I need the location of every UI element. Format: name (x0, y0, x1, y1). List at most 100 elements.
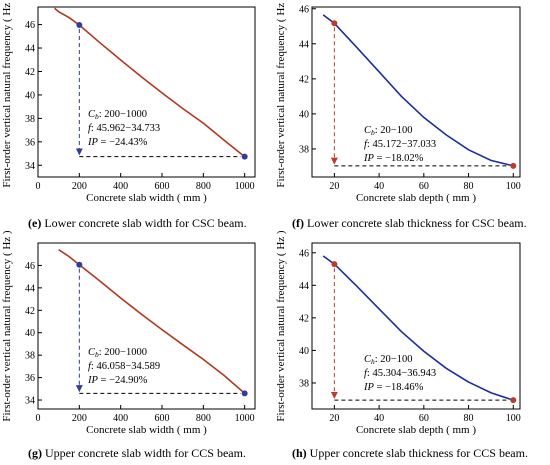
annotation-f-symbol: f (364, 368, 369, 379)
y-axis-label: First-order vertical natural frequency (… (275, 0, 287, 188)
y-tick-label: 46 (299, 248, 309, 259)
x-tick-label: 400 (113, 413, 128, 424)
y-axis-label: First-order vertical natural frequency (… (1, 230, 13, 422)
y-tick-label: 44 (299, 39, 309, 50)
annotation-f-symbol: f (88, 361, 93, 372)
y-axis-label: First-order vertical natural frequency (… (275, 230, 287, 422)
x-tick-label: 0 (36, 413, 41, 424)
series-line (322, 14, 514, 167)
y-tick-label: 40 (25, 328, 35, 339)
y-tick-label: 34 (25, 396, 35, 407)
y-tick-label: 36 (25, 137, 35, 148)
x-tick-label: 20 (329, 413, 339, 424)
annotation-range: Cb: 200−1000 (88, 347, 147, 359)
annotation-range-value: : 200−1000 (99, 347, 147, 358)
x-tick-label: 100 (506, 181, 521, 192)
annotation-range: Ch: 20−100 (364, 354, 412, 366)
x-tick-label: 40 (374, 181, 384, 192)
annotation-freq: f: 46.058−34.589 (88, 361, 160, 372)
x-axis-label: Concrete slab depth ( mm ) (356, 424, 476, 436)
annotation-ip-value: = −24.90% (98, 375, 148, 386)
x-tick-label: 800 (196, 181, 211, 192)
x-tick-label: 40 (374, 413, 384, 424)
x-tick-label: 100 (506, 413, 521, 424)
plot-frame (311, 6, 521, 178)
caption-f: (f) Lower concrete slab thickness for CS… (292, 216, 527, 230)
annotation-var: C (88, 109, 96, 120)
annotation-ip-value: = −24.43% (98, 137, 148, 148)
y-tick-label: 38 (25, 351, 35, 362)
x-tick-label: 600 (155, 413, 170, 424)
x-tick-label: 200 (72, 181, 87, 192)
plot-frame (37, 242, 256, 410)
y-tick-label: 42 (25, 306, 35, 317)
annotation-range-value: : 20−100 (375, 354, 413, 365)
y-tick-label: 40 (25, 90, 35, 101)
end-marker (241, 390, 248, 397)
annotation-sub: b (371, 128, 375, 137)
x-tick-label: 800 (196, 413, 211, 424)
x-tick-label: 200 (72, 413, 87, 424)
series-line (58, 249, 246, 395)
x-tick-label: 600 (155, 181, 170, 192)
annotation-ip: IP = −24.90% (87, 375, 148, 386)
start-marker (331, 20, 338, 27)
y-tick-label: 44 (25, 283, 35, 294)
chart-panel-0: 0 200 400 600 800 1000 34 36 38 40 42 44 46 Concrete … (1, 0, 256, 204)
x-tick-label: 80 (464, 181, 474, 192)
annotation-sub: b (95, 350, 99, 359)
y-tick-label: 38 (299, 144, 309, 155)
x-tick-label: 20 (329, 181, 339, 192)
end-marker (510, 397, 517, 404)
annotation-ip-value: = −18.46% (374, 382, 424, 393)
y-tick-label: 40 (299, 109, 309, 120)
end-marker (241, 153, 248, 160)
x-tick-label: 60 (419, 181, 429, 192)
x-tick-label: 1000 (235, 413, 255, 424)
y-tick-label: 44 (299, 281, 309, 292)
start-marker (331, 261, 338, 268)
annotation-ip-symbol: IP (87, 137, 98, 148)
caption-g: (g) Upper concrete slab width for CCS be… (28, 446, 246, 460)
annotation-f-value: : 45.304−36.943 (367, 368, 436, 379)
caption-h: (h) Upper concrete slab thickness for CC… (292, 446, 528, 460)
y-tick-label: 40 (299, 346, 309, 357)
annotation-range-value: : 20−100 (375, 125, 413, 136)
annotation-range: Cb: 20−100 (364, 125, 412, 137)
x-tick-label: 60 (419, 413, 429, 424)
annotation-range: Cb: 200−1000 (88, 109, 147, 121)
annotation-f-value: : 46.058−34.589 (91, 361, 160, 372)
y-tick-label: 42 (299, 313, 309, 324)
y-tick-label: 46 (299, 4, 309, 15)
annotation-ip: IP = −24.43% (87, 137, 148, 148)
annotation-sub: b (95, 112, 99, 121)
x-axis-label: Concrete slab width ( mm ) (86, 424, 207, 436)
caption-e: (e) Lower concrete slab width for CSC be… (28, 216, 247, 230)
annotation-ip: IP = −18.02% (363, 153, 424, 164)
y-tick-label: 46 (25, 261, 35, 272)
annotation-range-value: : 200−1000 (99, 109, 147, 120)
series-line (322, 255, 514, 401)
end-marker (510, 162, 517, 169)
start-marker (76, 22, 83, 29)
annotation-freq: f: 45.962−34.733 (88, 123, 160, 134)
y-axis-label: First-order vertical natural frequency (… (1, 0, 13, 188)
y-tick-label: 42 (25, 67, 35, 78)
chart-panel-1: 20 40 60 80 100 38 40 42 44 46 Concrete slab depth… (275, 0, 521, 204)
annotation-f-value: : 45.962−34.733 (91, 123, 160, 134)
plot-frame (311, 242, 521, 410)
annotation-sub: h (371, 357, 375, 366)
annotation-ip-symbol: IP (87, 375, 98, 386)
annotation-var: C (88, 347, 96, 358)
y-tick-label: 42 (299, 74, 309, 85)
x-axis-label: Concrete slab width ( mm ) (86, 192, 207, 204)
annotation-ip: IP = −18.46% (363, 382, 424, 393)
x-axis-label: Concrete slab depth ( mm ) (356, 192, 476, 204)
annotation-f-symbol: f (364, 139, 369, 150)
chart-panel-2: 0 200 400 600 800 1000 34 36 38 40 42 44 46 Concrete … (1, 230, 256, 436)
y-tick-label: 36 (25, 373, 35, 384)
series-line (53, 7, 246, 158)
annotation-f-symbol: f (88, 123, 93, 134)
annotation-freq: f: 45.172−37.033 (364, 139, 436, 150)
